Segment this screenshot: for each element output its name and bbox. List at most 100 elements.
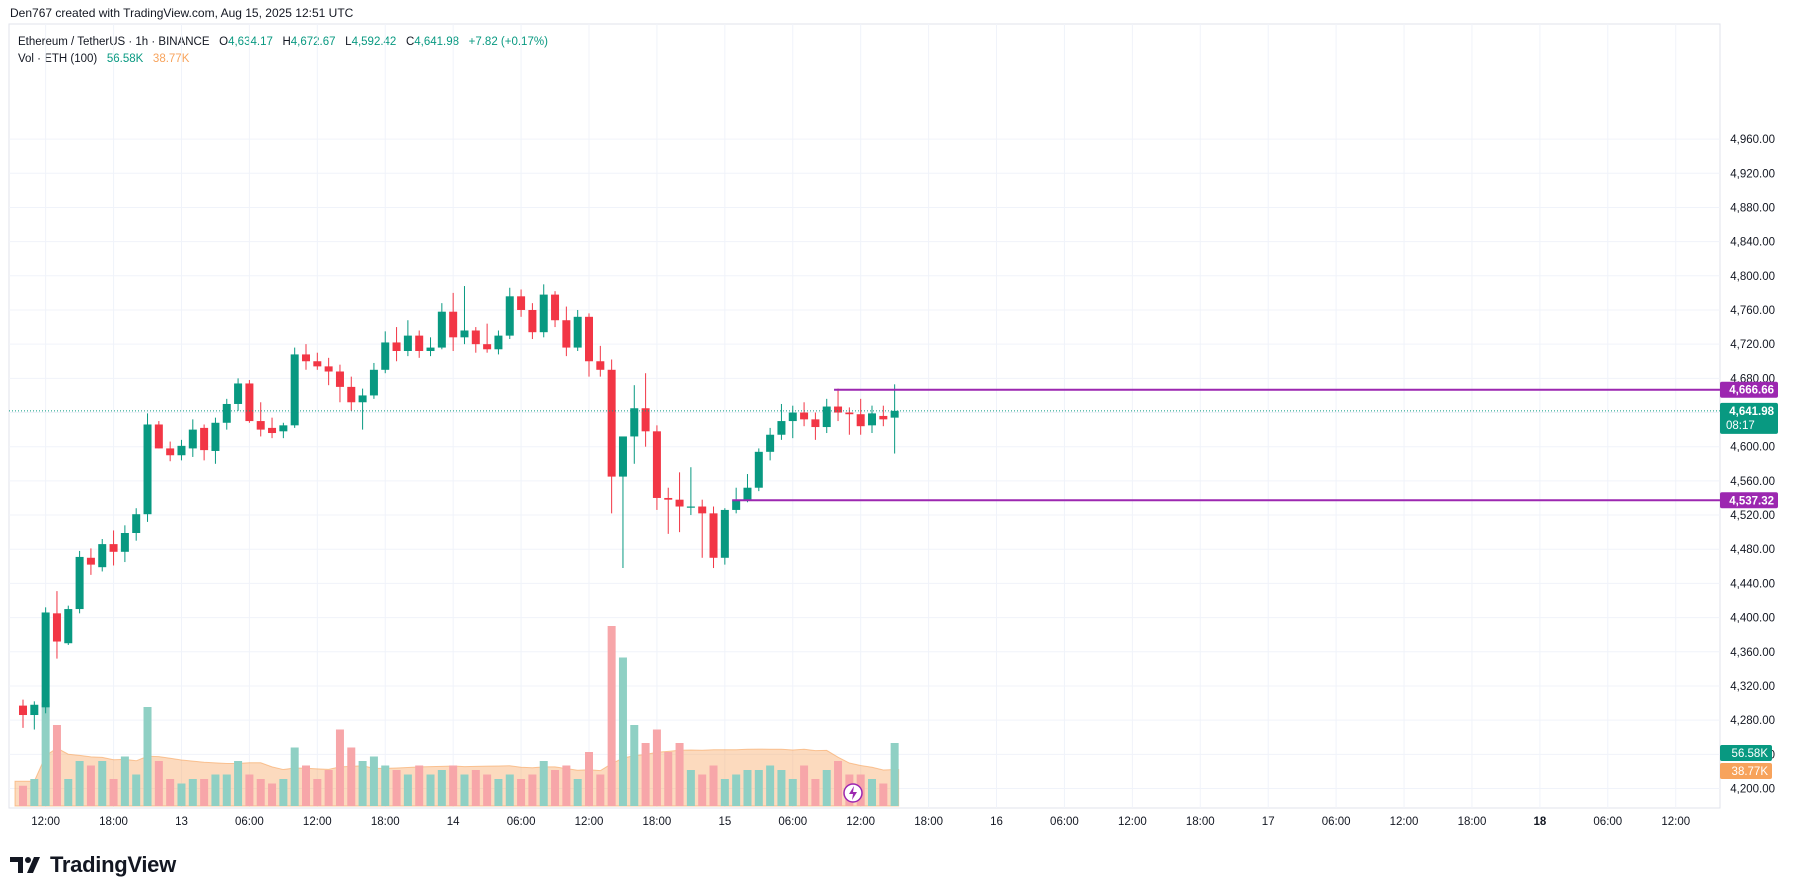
candle-body xyxy=(358,395,367,403)
volume-bar xyxy=(302,765,310,806)
candle xyxy=(347,376,356,411)
volume-bar xyxy=(188,779,197,806)
candle-body xyxy=(788,412,797,422)
candle xyxy=(743,474,752,503)
volume-bar xyxy=(720,779,729,806)
volume-indicator-title[interactable]: Vol · ETH (100) xyxy=(18,53,98,65)
candle xyxy=(777,403,786,440)
volume-bar xyxy=(132,774,141,806)
candle xyxy=(188,419,197,457)
volume-bar xyxy=(19,785,27,806)
volume-bar xyxy=(381,765,390,806)
volume-bar xyxy=(290,747,299,806)
candle-body xyxy=(268,427,277,434)
candle-body xyxy=(732,500,741,510)
y-tick-label: 4,760.00 xyxy=(1730,305,1775,317)
candle xyxy=(392,327,401,362)
volume-bar xyxy=(234,761,243,806)
candle-body xyxy=(30,704,39,716)
tradingview-logo[interactable]: TradingView xyxy=(10,852,176,878)
candle xyxy=(19,699,27,728)
candle-body xyxy=(143,424,152,515)
volume-bar xyxy=(596,774,605,806)
candle xyxy=(279,422,288,439)
candle xyxy=(98,538,107,572)
volume-bar xyxy=(573,779,582,806)
volume-bar xyxy=(698,774,707,806)
candle-body xyxy=(381,342,390,370)
candle-body xyxy=(517,296,526,310)
volume-bar xyxy=(709,765,718,806)
x-tick-label: 06:00 xyxy=(235,816,264,828)
candle xyxy=(766,427,775,461)
candle xyxy=(369,362,378,399)
candle xyxy=(720,508,729,565)
volume-bar xyxy=(890,743,899,806)
volume-bar xyxy=(335,729,344,806)
volume-bar xyxy=(86,765,95,806)
candle-body xyxy=(460,330,469,338)
candle xyxy=(222,398,231,430)
candle-body xyxy=(415,335,424,351)
candle-body xyxy=(709,513,718,558)
candle xyxy=(494,330,503,355)
x-tick-label: 17 xyxy=(1262,816,1275,828)
candle-body xyxy=(675,499,684,507)
volume-bar xyxy=(528,774,537,806)
x-tick-label: 12:00 xyxy=(1118,816,1147,828)
candle xyxy=(845,407,854,435)
candle-body xyxy=(86,557,95,565)
candle xyxy=(132,508,141,541)
candle-body xyxy=(369,369,378,396)
high-label: H xyxy=(282,36,291,48)
chart-credit: Den767 created with TradingView.com, Aug… xyxy=(10,6,354,20)
volume-bar xyxy=(788,779,797,806)
volume-bar xyxy=(494,779,503,806)
candle xyxy=(302,344,310,370)
candle xyxy=(483,323,492,353)
candle xyxy=(856,398,865,435)
x-tick-label: 18:00 xyxy=(1458,816,1487,828)
candle xyxy=(460,286,469,345)
lightning-icon[interactable] xyxy=(843,783,863,803)
level-price-tag xyxy=(1720,381,1778,398)
x-tick-label: 12:00 xyxy=(1390,816,1419,828)
candle-body xyxy=(800,412,809,420)
lightning-icon-bolt xyxy=(849,786,857,800)
volume-bar xyxy=(279,779,288,806)
candle xyxy=(652,425,661,510)
candle-body xyxy=(200,427,209,451)
volume-bar xyxy=(505,774,514,806)
x-tick-label: 18:00 xyxy=(371,816,400,828)
candle-body xyxy=(154,424,163,449)
volume-bar xyxy=(517,779,526,806)
candle-body xyxy=(834,406,843,413)
candle xyxy=(585,313,593,377)
x-tick-label: 12:00 xyxy=(846,816,875,828)
volume-bar xyxy=(222,774,231,806)
candle xyxy=(335,364,344,403)
x-tick-label: 06:00 xyxy=(1322,816,1351,828)
candle-body xyxy=(75,556,84,610)
candle-body xyxy=(109,544,118,552)
change-value: +7.82 (+0.17%) xyxy=(468,36,548,48)
candle xyxy=(698,499,707,558)
volume-bar xyxy=(766,765,775,806)
candle-body xyxy=(777,421,786,435)
candle xyxy=(166,441,175,462)
candle-body xyxy=(132,514,141,534)
volume-bar xyxy=(143,707,152,806)
volume-bar xyxy=(630,725,639,806)
volume-ma-label: 38.77K xyxy=(1732,766,1769,778)
candle xyxy=(562,306,571,357)
candle xyxy=(641,373,650,447)
volume-bar xyxy=(403,774,412,806)
candle-body xyxy=(120,533,129,552)
volume-bar xyxy=(539,761,548,806)
volume-bar xyxy=(562,765,571,806)
last-price-label: 4,641.98 xyxy=(1729,406,1774,418)
y-tick-label: 4,520.00 xyxy=(1730,510,1775,522)
candle xyxy=(358,388,367,430)
candle xyxy=(200,424,209,461)
